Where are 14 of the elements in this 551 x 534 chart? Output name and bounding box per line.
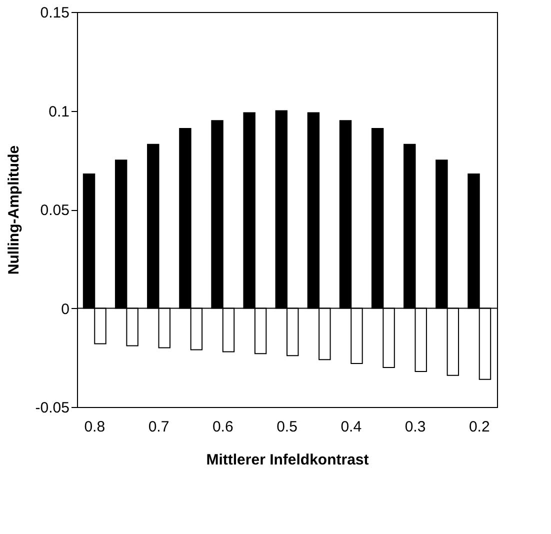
y-tick-label: 0.1 [48, 103, 70, 120]
x-tick-label: 0.7 [148, 418, 170, 436]
y-tick-label: 0.05 [40, 202, 70, 219]
y-axis-title: Nulling-Amplitude [5, 145, 22, 275]
x-tick-label: 0.8 [84, 418, 106, 436]
x-axis-title: Mittlerer Infeldkontrast [206, 452, 369, 468]
x-tick-label: 0.3 [404, 418, 426, 436]
y-tick-label: 0.15 [40, 4, 70, 22]
x-tick-label: 0.2 [468, 418, 490, 436]
y-tick-label: 0 [61, 300, 70, 318]
y-tick-label: -0.05 [35, 400, 70, 416]
x-tick-label: 0.5 [276, 418, 298, 436]
x-tick-label: 0.6 [212, 418, 234, 436]
x-tick-label: 0.4 [340, 418, 362, 436]
